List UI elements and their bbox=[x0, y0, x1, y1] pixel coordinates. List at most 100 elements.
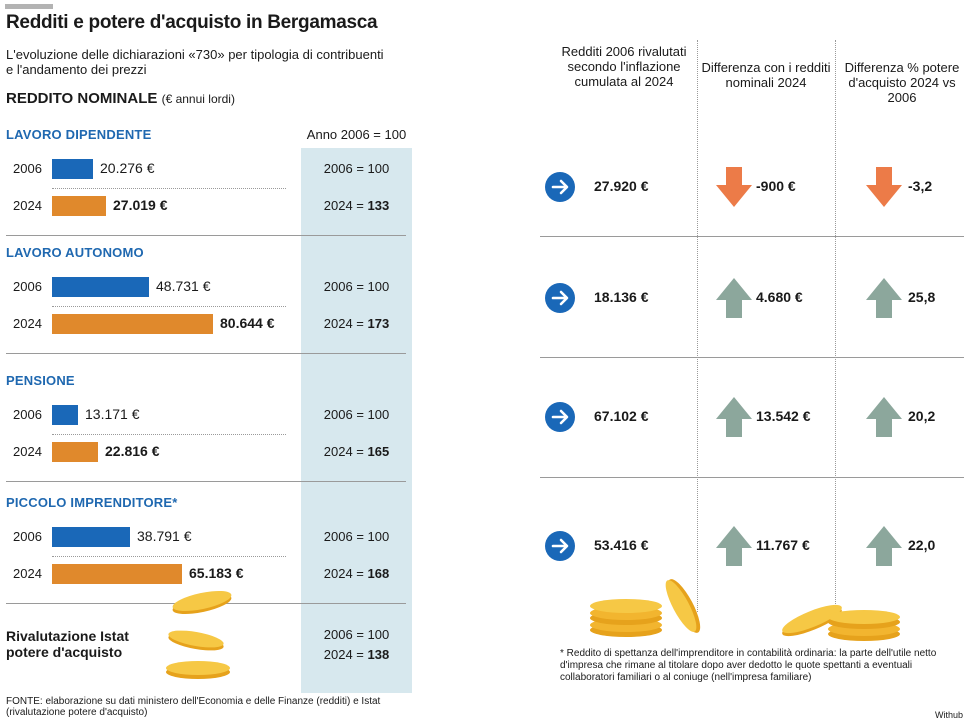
bar-2006 bbox=[52, 527, 130, 547]
footnote: * Reddito di spettanza dell'imprenditore… bbox=[560, 648, 937, 683]
arrow-down-icon bbox=[866, 167, 902, 207]
istat-label: Rivalutazione Istat potere d'acquisto bbox=[6, 628, 129, 660]
istat-index-2024: 2024 = 138 bbox=[301, 647, 412, 662]
year-label: 2006 bbox=[13, 407, 42, 422]
year-label: 2006 bbox=[13, 161, 42, 176]
index-2006: 2006 = 100 bbox=[323, 161, 390, 176]
rivalutati-value: 18.136 € bbox=[594, 289, 649, 305]
index-value: 168 bbox=[367, 566, 390, 581]
index-2006: 2006 = 100 bbox=[323, 529, 390, 544]
arrow-up-icon bbox=[716, 397, 752, 437]
coins-illustration-right bbox=[782, 604, 900, 641]
row-separator bbox=[540, 357, 964, 358]
differenza-value: 13.542 € bbox=[756, 408, 811, 424]
data-label-2024: 80.644 € bbox=[220, 315, 275, 331]
row-separator bbox=[540, 236, 964, 237]
differenza-pct-value: 20,2 bbox=[908, 408, 936, 424]
data-label-2006: 38.791 € bbox=[137, 528, 192, 544]
index-prefix: 2024 = bbox=[323, 566, 368, 581]
bar-2024 bbox=[52, 442, 98, 462]
section-divider bbox=[6, 481, 406, 482]
differenza-pct-value: -3,2 bbox=[908, 178, 933, 194]
bar-2006 bbox=[52, 277, 149, 297]
section-unit: (€ annui lordi) bbox=[161, 92, 235, 106]
coin-icon bbox=[665, 579, 701, 633]
column-header-rivalutati: Redditi 2006 rivalutati secondo l'inflaz… bbox=[561, 44, 687, 89]
differenza-value: -900 € bbox=[756, 178, 796, 194]
arrow-right-circle-icon bbox=[545, 531, 575, 561]
section-title: REDDITO NOMINALE (€ annui lordi) bbox=[6, 90, 235, 107]
column-divider bbox=[697, 40, 698, 612]
row-divider bbox=[52, 434, 286, 435]
row-divider bbox=[52, 188, 286, 189]
index-2024: 2024 = 165 bbox=[301, 444, 412, 459]
section-divider bbox=[6, 353, 406, 354]
category-label: LAVORO AUTONOMO bbox=[6, 245, 144, 260]
chart-title: Redditi e potere d'acquisto in Bergamasc… bbox=[6, 12, 378, 33]
arrow-up-icon bbox=[866, 526, 902, 566]
istat-index-prefix: 2024 = bbox=[323, 647, 368, 662]
istat-index-value: 138 bbox=[367, 647, 390, 662]
data-label-2024: 27.019 € bbox=[113, 197, 168, 213]
arrow-up-icon bbox=[866, 397, 902, 437]
data-label-2024: 22.816 € bbox=[105, 443, 160, 459]
column-header-differenza: Differenza con i redditi nominali 2024 bbox=[701, 60, 831, 90]
data-label-2006: 20.276 € bbox=[100, 160, 155, 176]
arrow-right-circle-icon bbox=[545, 402, 575, 432]
rivalutati-value: 27.920 € bbox=[594, 178, 649, 194]
index-prefix: 2024 = bbox=[323, 444, 368, 459]
index-2024: 2024 = 168 bbox=[301, 566, 412, 581]
year-label: 2024 bbox=[13, 198, 42, 213]
bar-2024 bbox=[52, 314, 213, 334]
row-divider bbox=[52, 556, 286, 557]
differenza-value: 4.680 € bbox=[756, 289, 803, 305]
differenza-pct-value: 22,0 bbox=[908, 537, 936, 553]
column-divider bbox=[835, 40, 836, 612]
bar-2006 bbox=[52, 159, 93, 179]
section-divider bbox=[6, 235, 406, 236]
coin-icon bbox=[590, 599, 662, 637]
index-prefix: 2024 = bbox=[323, 198, 368, 213]
arrow-right-circle-icon bbox=[545, 283, 575, 313]
differenza-pct-value: 25,8 bbox=[908, 289, 936, 305]
arrow-down-icon bbox=[716, 167, 752, 207]
coin-icon bbox=[828, 610, 900, 641]
coin-icon bbox=[782, 604, 842, 637]
data-label-2006: 13.171 € bbox=[85, 406, 140, 422]
year-label: 2024 bbox=[13, 444, 42, 459]
index-column-band bbox=[301, 148, 412, 693]
category-label: PENSIONE bbox=[6, 373, 75, 388]
chart-subtitle: L'evoluzione delle dichiarazioni «730» p… bbox=[6, 47, 384, 77]
year-label: 2024 bbox=[13, 316, 42, 331]
index-value: 133 bbox=[367, 198, 390, 213]
index-value: 173 bbox=[367, 316, 390, 331]
index-2024: 2024 = 133 bbox=[301, 198, 412, 213]
index-2006: 2006 = 100 bbox=[323, 407, 390, 422]
index-2006: 2006 = 100 bbox=[323, 279, 390, 294]
arrow-up-icon bbox=[716, 526, 752, 566]
coins-illustration-center bbox=[590, 579, 701, 637]
arrow-up-icon bbox=[866, 278, 902, 318]
index-column-header: Anno 2006 = 100 bbox=[306, 127, 407, 142]
coin-icon bbox=[172, 590, 232, 615]
section-title-text: REDDITO NOMINALE bbox=[6, 90, 158, 107]
index-2024: 2024 = 173 bbox=[301, 316, 412, 331]
year-label: 2006 bbox=[13, 279, 42, 294]
arrow-up-icon bbox=[716, 278, 752, 318]
bar-2024 bbox=[52, 196, 106, 216]
rivalutati-value: 67.102 € bbox=[594, 408, 649, 424]
istat-index-2006: 2006 = 100 bbox=[323, 627, 390, 642]
coin-icon bbox=[166, 661, 230, 679]
differenza-value: 11.767 € bbox=[756, 537, 810, 553]
category-label: LAVORO DIPENDENTE bbox=[6, 127, 152, 142]
rivalutati-value: 53.416 € bbox=[594, 537, 649, 553]
coin-icon bbox=[168, 630, 224, 651]
top-accent-bar bbox=[5, 4, 53, 9]
coins-illustration-left bbox=[166, 590, 232, 679]
column-header-differenza-pct: Differenza % potere d'acquisto 2024 vs 2… bbox=[844, 60, 960, 105]
row-separator bbox=[540, 477, 964, 478]
credit: Withub bbox=[935, 710, 964, 720]
row-divider bbox=[52, 306, 286, 307]
category-label: PICCOLO IMPRENDITORE* bbox=[6, 495, 178, 510]
data-label-2006: 48.731 € bbox=[156, 278, 211, 294]
